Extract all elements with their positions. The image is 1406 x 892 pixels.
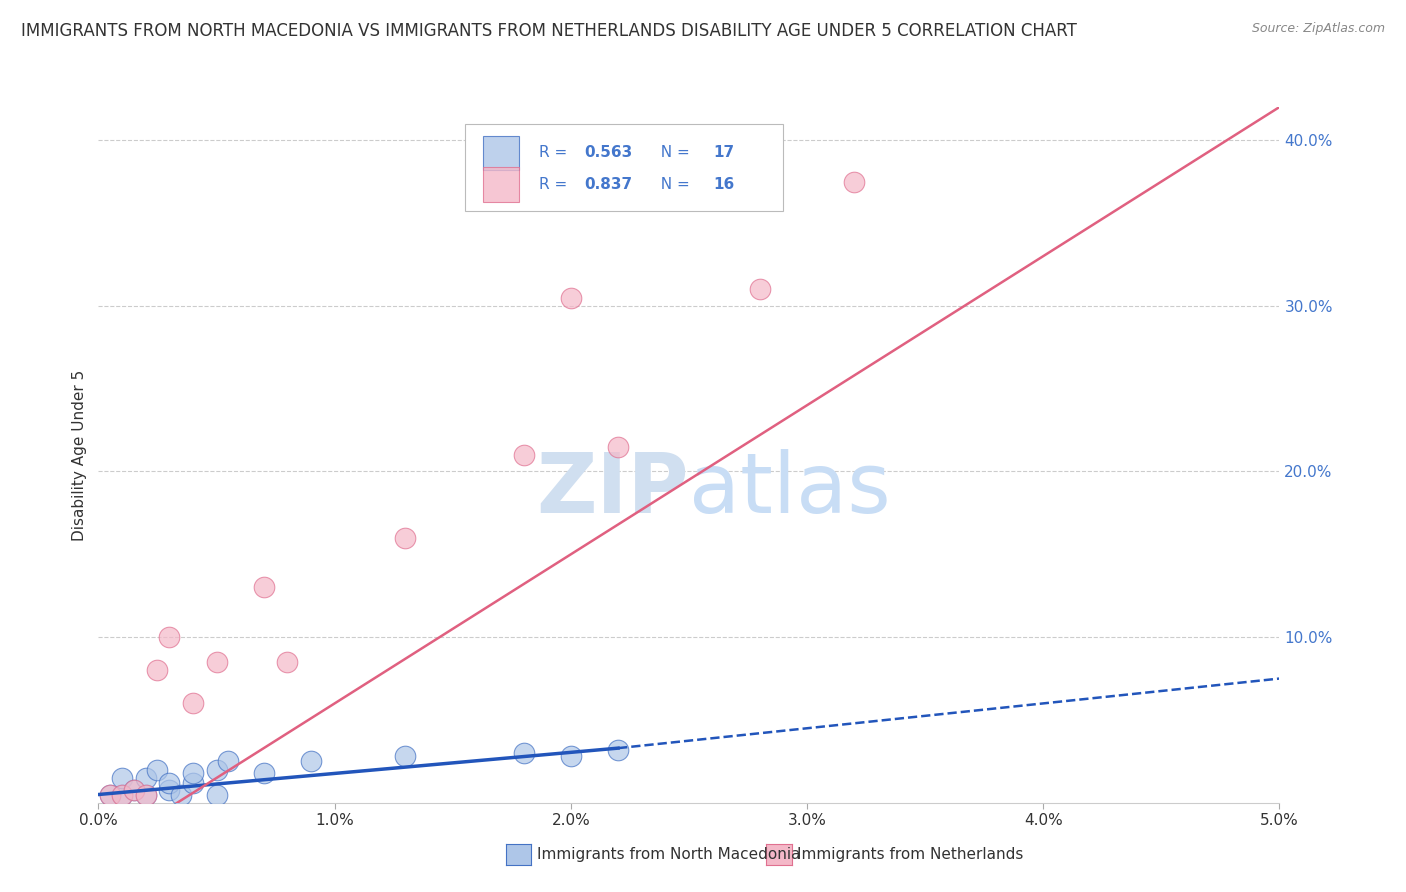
Point <box>253 766 276 780</box>
Point <box>560 749 582 764</box>
Text: R =: R = <box>538 177 572 192</box>
Point <box>170 788 193 802</box>
Text: 0.563: 0.563 <box>583 145 633 161</box>
Point <box>299 755 322 769</box>
Point <box>748 282 770 296</box>
Text: R =: R = <box>538 145 572 161</box>
Point <box>135 771 157 785</box>
Text: ZIP: ZIP <box>537 450 689 530</box>
Text: 17: 17 <box>714 145 735 161</box>
Point <box>111 788 134 802</box>
Point <box>146 763 169 777</box>
Point <box>181 776 204 790</box>
Point <box>844 175 866 189</box>
Point <box>157 630 180 644</box>
Point <box>560 291 582 305</box>
Y-axis label: Disability Age Under 5: Disability Age Under 5 <box>72 369 87 541</box>
Point <box>135 788 157 802</box>
Point <box>205 788 228 802</box>
Point <box>111 771 134 785</box>
Text: 16: 16 <box>714 177 735 192</box>
Point <box>607 440 630 454</box>
Point <box>181 697 204 711</box>
Point <box>394 749 416 764</box>
Point <box>98 788 121 802</box>
Point <box>98 788 121 802</box>
Point <box>122 782 145 797</box>
Point <box>512 746 534 760</box>
Point <box>111 788 134 802</box>
Point <box>122 782 145 797</box>
Point <box>205 655 228 669</box>
Text: IMMIGRANTS FROM NORTH MACEDONIA VS IMMIGRANTS FROM NETHERLANDS DISABILITY AGE UN: IMMIGRANTS FROM NORTH MACEDONIA VS IMMIG… <box>21 22 1077 40</box>
Text: Immigrants from North Macedonia: Immigrants from North Macedonia <box>537 847 800 862</box>
Point <box>181 766 204 780</box>
Point <box>253 581 276 595</box>
Point <box>512 448 534 462</box>
Point <box>394 531 416 545</box>
FancyBboxPatch shape <box>484 136 519 170</box>
Point <box>157 782 180 797</box>
Text: 0.837: 0.837 <box>583 177 631 192</box>
Point <box>276 655 298 669</box>
Text: N =: N = <box>651 145 695 161</box>
Point <box>146 663 169 677</box>
Point <box>217 755 239 769</box>
Point <box>205 763 228 777</box>
FancyBboxPatch shape <box>464 124 783 211</box>
Text: N =: N = <box>651 177 695 192</box>
Text: Immigrants from Netherlands: Immigrants from Netherlands <box>797 847 1024 862</box>
Point <box>157 776 180 790</box>
Text: atlas: atlas <box>689 450 890 530</box>
Point <box>135 788 157 802</box>
Point <box>607 743 630 757</box>
FancyBboxPatch shape <box>484 167 519 202</box>
Text: Source: ZipAtlas.com: Source: ZipAtlas.com <box>1251 22 1385 36</box>
